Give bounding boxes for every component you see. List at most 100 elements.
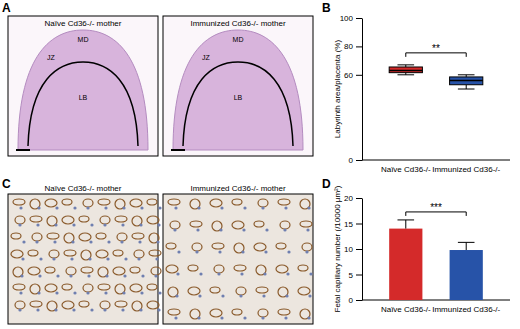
y-tick: 0	[349, 156, 362, 165]
capillary	[115, 216, 127, 222]
capillary	[13, 199, 25, 205]
capillary	[81, 250, 91, 260]
capillary	[256, 287, 268, 293]
nucleus	[55, 291, 58, 294]
nucleus	[242, 228, 245, 231]
nucleus	[283, 228, 286, 231]
nucleus	[141, 274, 144, 277]
image-caption: Naïve Cd36-/- mother	[45, 19, 122, 28]
capillary	[236, 287, 246, 295]
significance-label: **	[432, 43, 440, 54]
whisker-cap	[458, 89, 475, 90]
capillary	[170, 221, 180, 229]
capillary	[15, 216, 25, 224]
nucleus	[86, 291, 89, 294]
panel-label: D	[322, 177, 331, 191]
nucleus	[120, 240, 123, 243]
nucleus	[121, 308, 124, 311]
nucleus	[103, 223, 106, 226]
nucleus	[305, 250, 308, 253]
error-bar	[466, 242, 467, 250]
capillary	[132, 216, 142, 226]
nucleus	[261, 316, 264, 319]
nucleus	[307, 316, 310, 319]
capillary	[232, 309, 242, 315]
capillary	[192, 243, 202, 251]
scale-bar	[171, 149, 185, 151]
nucleus	[53, 240, 56, 243]
nucleus	[265, 228, 268, 231]
nucleus	[173, 228, 176, 231]
y-axis-title: Labyrinth area/placenta (%)	[333, 40, 342, 139]
nucleus	[36, 308, 39, 311]
nucleus	[220, 206, 223, 209]
image-caption: Naïve Cd36-/- mother	[45, 184, 122, 193]
capillary	[256, 265, 266, 275]
nucleus	[157, 308, 160, 311]
capillary	[188, 287, 200, 295]
nucleus	[177, 250, 180, 253]
capillary	[302, 243, 312, 251]
nucleus	[174, 206, 177, 209]
histology-image-c: Naïve Cd36-/- mother	[8, 184, 162, 324]
y-tick: 10	[344, 245, 362, 254]
box	[389, 67, 422, 73]
y-tick-label: 20	[344, 194, 353, 203]
nucleus	[123, 274, 126, 277]
capillary	[49, 250, 59, 258]
bar	[389, 229, 422, 300]
nucleus	[158, 291, 161, 294]
capillary	[188, 265, 198, 271]
capillary	[62, 301, 74, 309]
nucleus	[198, 294, 201, 297]
nucleus	[121, 223, 124, 226]
nucleus	[52, 257, 55, 260]
nucleus	[157, 223, 160, 226]
nucleus	[20, 274, 23, 277]
nucleus	[86, 206, 89, 209]
capillary	[32, 233, 42, 241]
nucleus	[106, 257, 109, 260]
nucleus	[197, 316, 200, 319]
x-axis: Naïve Cd36-/-Immunized Cd36-/-	[362, 300, 510, 314]
capillary	[100, 301, 110, 309]
x-tick: Naïve Cd36-/-	[381, 160, 431, 174]
capillary	[96, 233, 106, 239]
nucleus	[103, 308, 106, 311]
capillary	[13, 267, 23, 277]
nucleus	[70, 257, 73, 260]
nucleus	[287, 250, 290, 253]
y-tick-label: 0	[349, 296, 354, 305]
nucleus	[262, 294, 265, 297]
y-tick-mark	[356, 224, 362, 225]
nucleus	[175, 294, 178, 297]
nucleus	[122, 206, 125, 209]
capillary	[98, 284, 110, 290]
nucleus	[21, 257, 24, 260]
nucleus	[104, 291, 107, 294]
nucleus	[54, 223, 57, 226]
x-tick-label: Immunized Cd36-/-	[432, 305, 500, 314]
capillary	[83, 199, 93, 207]
y-tick-mark	[356, 46, 362, 47]
nucleus	[72, 308, 75, 311]
labyrinth-outline	[28, 62, 138, 146]
capillary	[258, 199, 268, 207]
nucleus	[22, 240, 25, 243]
nucleus	[199, 272, 202, 275]
capillary	[15, 301, 25, 309]
y-tick-label: 10	[344, 245, 353, 254]
y-tick-mark	[356, 160, 362, 161]
nucleus	[261, 206, 264, 209]
nucleus	[176, 272, 179, 275]
capillary	[258, 309, 268, 317]
y-tick-label: 100	[340, 14, 354, 23]
y-axis: 05101520	[344, 194, 362, 305]
capillary	[168, 287, 178, 297]
nucleus	[54, 308, 57, 311]
region-label: LB	[79, 94, 88, 101]
capillary	[190, 221, 202, 227]
y-tick-mark	[356, 198, 362, 199]
nucleus	[284, 316, 287, 319]
capillary	[79, 301, 89, 307]
